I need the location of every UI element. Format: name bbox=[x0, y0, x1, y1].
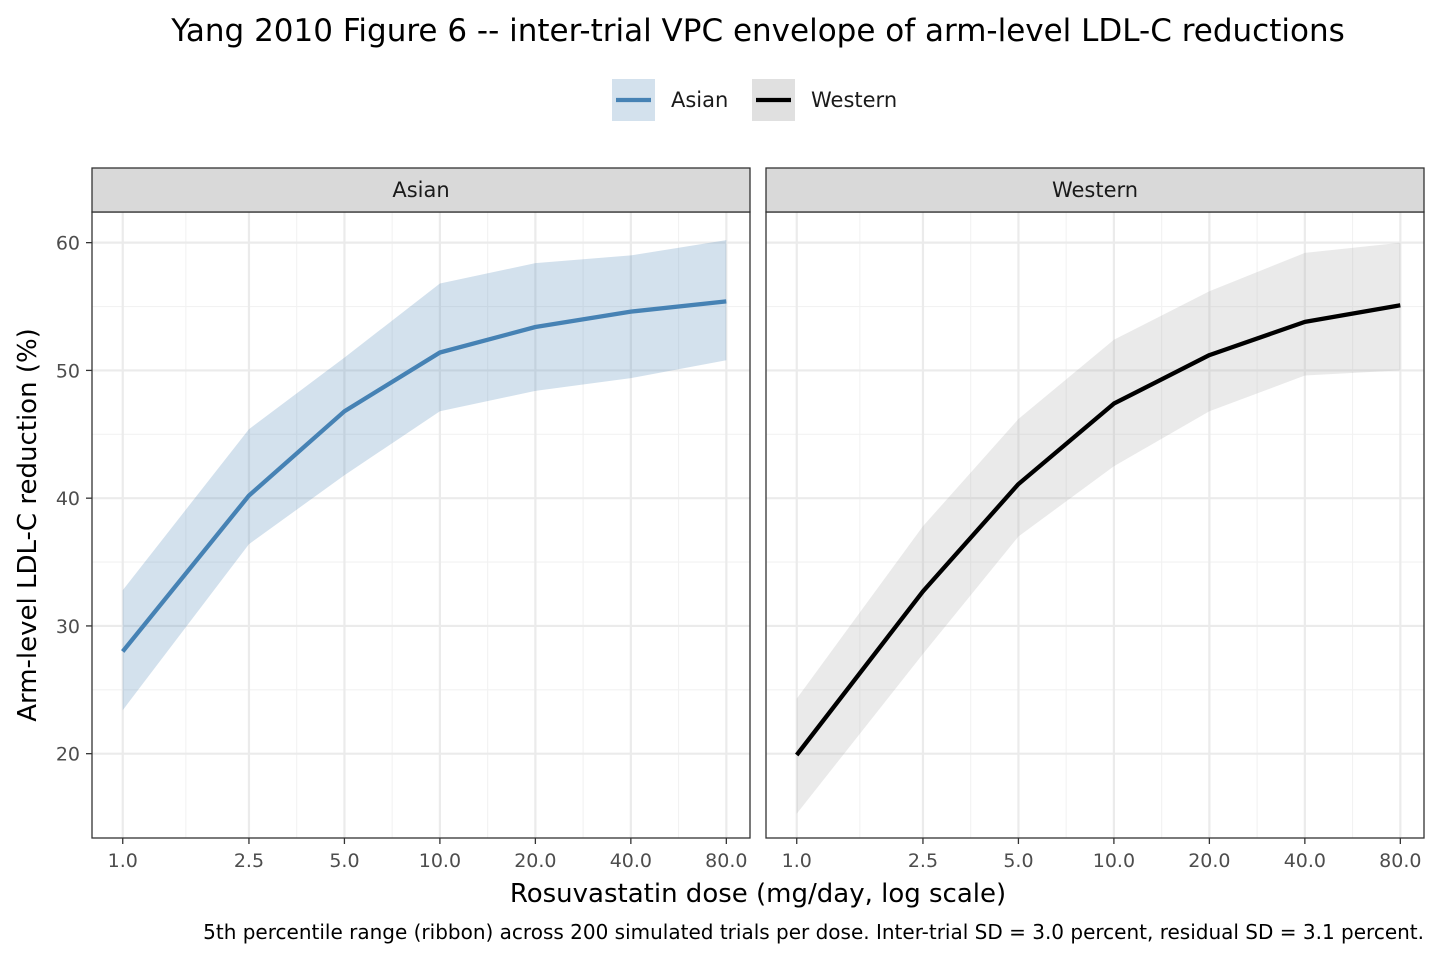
y-tick-label: 40 bbox=[56, 488, 80, 510]
legend: Asian Western bbox=[612, 79, 897, 121]
x-tick-label: 2.5 bbox=[908, 850, 938, 872]
x-tick-label: 80.0 bbox=[1379, 850, 1421, 872]
x-tick-label: 80.0 bbox=[705, 850, 747, 872]
legend-label: Asian bbox=[671, 88, 728, 112]
chart-title: Yang 2010 Figure 6 -- inter-trial VPC en… bbox=[170, 13, 1345, 49]
x-tick-label: 40.0 bbox=[1284, 850, 1326, 872]
panel-background bbox=[766, 212, 1424, 838]
legend-label: Western bbox=[811, 88, 897, 112]
median-line-western bbox=[794, 303, 1401, 757]
facet-strip-label: Asian bbox=[392, 178, 449, 202]
x-tick-label: 10.0 bbox=[419, 850, 461, 872]
y-tick-label: 60 bbox=[56, 233, 80, 255]
x-axis-title: Rosuvastatin dose (mg/day, log scale) bbox=[510, 879, 1006, 909]
facet-strip-label: Western bbox=[1052, 178, 1138, 202]
legend-item-asian: Asian bbox=[612, 79, 728, 121]
facet-strip bbox=[765, 167, 1425, 213]
y-axis-title: Arm-level LDL-C reduction (%) bbox=[13, 328, 43, 722]
x-tick-label: 1.0 bbox=[108, 850, 138, 872]
facet-strip bbox=[91, 167, 751, 213]
x-tick-label: 40.0 bbox=[610, 850, 652, 872]
ribbon-asian bbox=[122, 240, 727, 711]
legend-item-western: Western bbox=[752, 79, 897, 121]
x-tick-label: 20.0 bbox=[1188, 850, 1230, 872]
x-tick-label: 20.0 bbox=[514, 850, 556, 872]
x-tick-label: 1.0 bbox=[782, 850, 812, 872]
x-tick-label: 5.0 bbox=[1003, 850, 1033, 872]
chart-caption: 5th percentile range (ribbon) across 200… bbox=[203, 920, 1424, 944]
panel-western: Western 1.0 2.5 5.0 10.0 20.0 40.0 80.0 bbox=[765, 167, 1425, 872]
panel-background bbox=[92, 212, 750, 838]
panel-asian: Asian 1.0 2.5 5.0 10.0 20.0 40.0 80.0 20 30 40 50 60 bbox=[56, 167, 751, 872]
ribbon-western bbox=[796, 242, 1401, 814]
x-tick-label: 5.0 bbox=[329, 850, 359, 872]
y-tick-label: 50 bbox=[56, 360, 80, 382]
y-tick-label: 20 bbox=[56, 744, 80, 766]
y-tick-label: 30 bbox=[56, 616, 80, 638]
x-tick-label: 10.0 bbox=[1093, 850, 1135, 872]
facet-panels: Asian 1.0 2.5 5.0 10.0 20.0 40.0 80.0 20 30 40 50 60… bbox=[56, 167, 1425, 872]
x-tick-label: 2.5 bbox=[234, 850, 264, 872]
median-line-asian bbox=[121, 299, 727, 653]
